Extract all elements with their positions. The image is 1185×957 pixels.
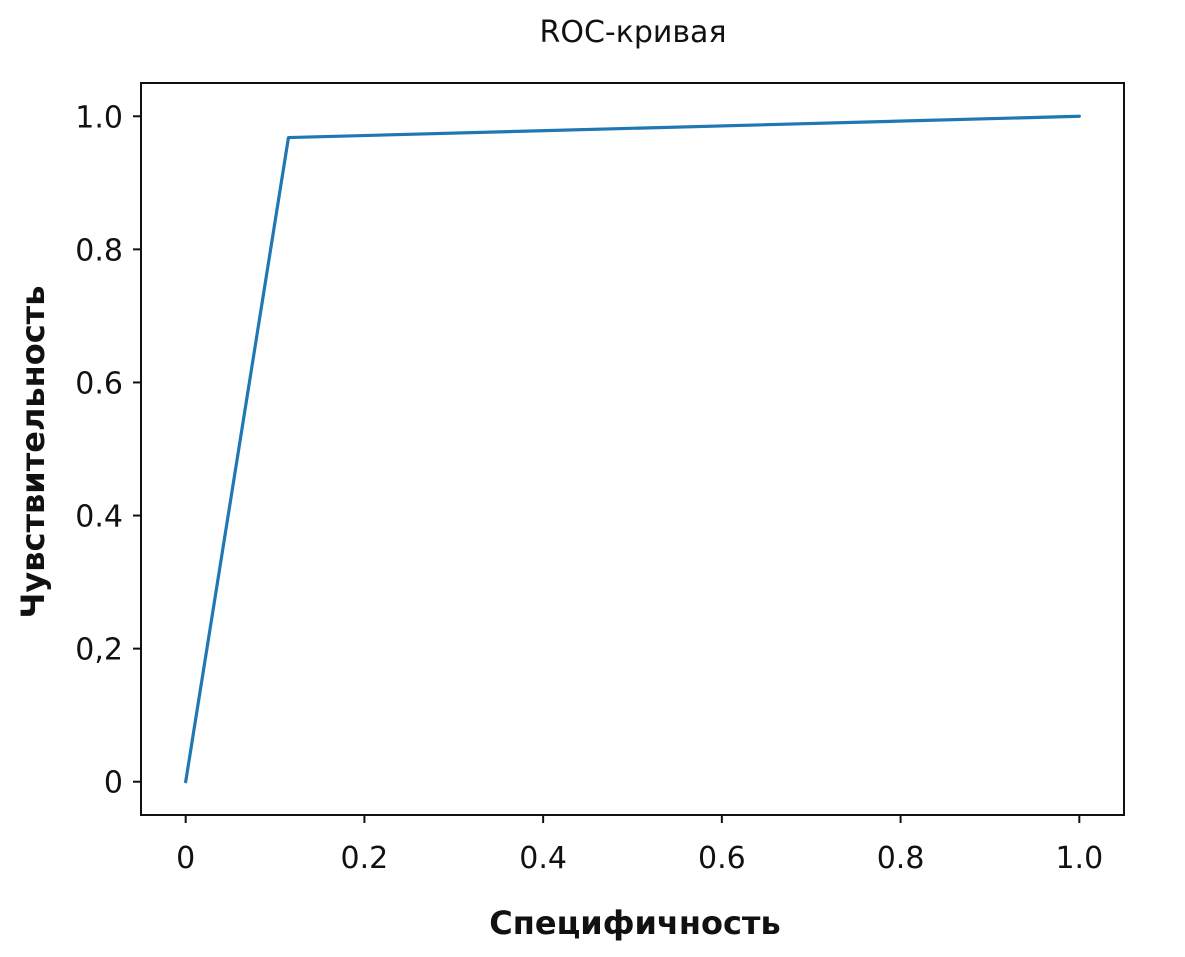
y-axis-ticks: 0 0,2 0.4 0.6 0.8 1.0 (75, 100, 141, 801)
y-tick-label: 1.0 (75, 100, 123, 135)
x-tick-label: 0.2 (341, 841, 389, 876)
x-tick-label: 0 (176, 841, 195, 876)
y-tick-label: 0,2 (75, 633, 123, 668)
x-axis-label: Специфичность (489, 904, 780, 942)
x-tick-label: 0.8 (877, 841, 925, 876)
series-layer (184, 114, 1081, 784)
y-tick-label: 0.8 (75, 233, 123, 268)
y-tick-label: 0 (104, 766, 123, 801)
x-tick-label: 0.4 (519, 841, 567, 876)
x-tick-label: 1.0 (1055, 841, 1103, 876)
y-tick-label: 0.6 (75, 366, 123, 401)
x-tick-label: 0.6 (698, 841, 746, 876)
y-axis-label: Чувствительность (14, 286, 52, 619)
x-axis-ticks: 0 0.2 0.4 0.6 0.8 1.0 (176, 815, 1103, 876)
plot-frame (140, 82, 1125, 816)
y-tick-label: 0.4 (75, 500, 123, 535)
roc-series-line (184, 114, 1081, 784)
chart-title: ROC-кривая (539, 15, 726, 50)
